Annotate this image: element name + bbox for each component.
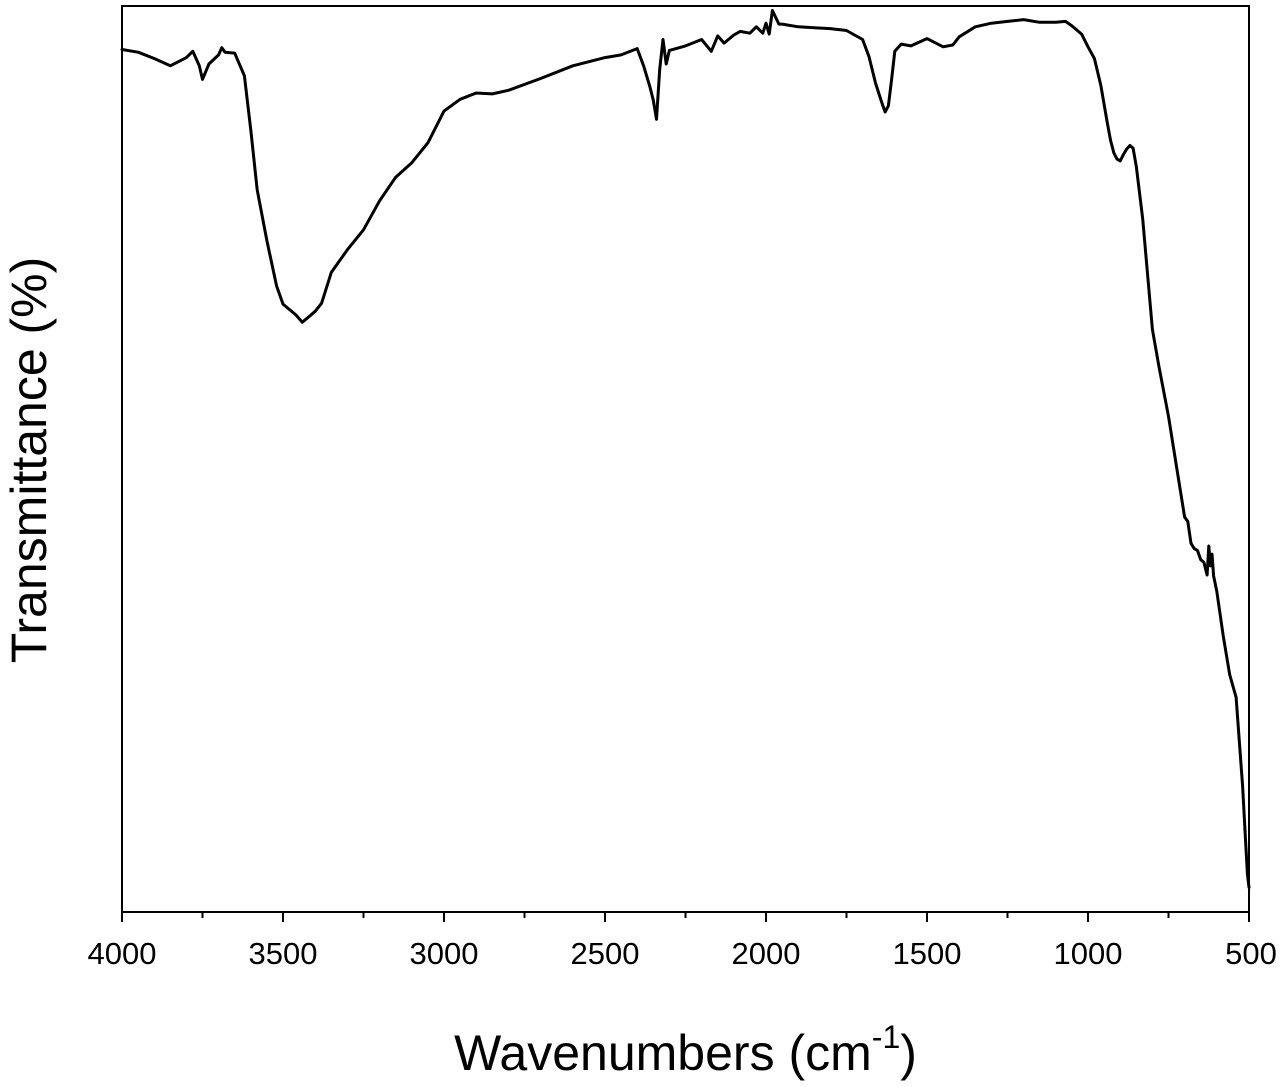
- plot-frame: [121, 5, 1250, 913]
- x-axis-ticks: [121, 912, 1250, 922]
- x-tick-label: 3000: [410, 936, 479, 971]
- x-tick-label: 2000: [732, 936, 801, 971]
- x-axis-tick-labels: 4000 3500 3000 2500 2000 1500 1000 500: [88, 936, 1277, 971]
- x-tick-label: 1000: [1054, 936, 1123, 971]
- x-tick-label: 500: [1225, 936, 1277, 971]
- series-line: [120, 9, 1251, 889]
- x-tick-label: 3500: [249, 936, 318, 971]
- y-axis-title: Transmittance (%): [1, 257, 57, 664]
- x-tick-label: 4000: [88, 936, 157, 971]
- x-tick-label: 2500: [571, 936, 640, 971]
- x-tick-label: 1500: [893, 936, 962, 971]
- x-axis-title: Wavenumbers (cm-1): [454, 1019, 917, 1081]
